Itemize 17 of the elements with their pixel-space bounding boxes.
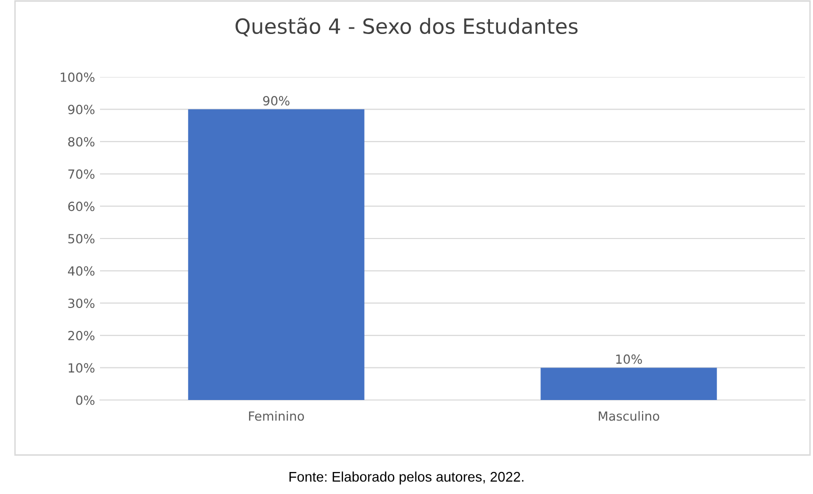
y-tick-label: 40% xyxy=(68,266,94,276)
y-tick-label: 60% xyxy=(68,202,94,212)
y-tick-label: 0% xyxy=(76,395,94,405)
data-label: 90% xyxy=(263,96,290,106)
y-tick-label: 50% xyxy=(68,234,94,244)
x-tick-label: Masculino xyxy=(598,411,660,421)
x-tick-label: Feminino xyxy=(249,411,304,421)
y-tick-label: 80% xyxy=(68,137,94,147)
chart-title: Questão 4 - Sexo dos Estudantes xyxy=(236,18,578,36)
source-note: Fonte: Elaborado pelos autores, 2022. xyxy=(290,472,524,484)
y-tick-label: 90% xyxy=(68,104,94,114)
y-tick-label: 20% xyxy=(68,330,94,340)
y-tick-label: 100% xyxy=(60,72,94,82)
y-tick-label: 70% xyxy=(68,169,94,179)
y-tick-label: 30% xyxy=(68,298,94,308)
data-label: 10% xyxy=(616,354,642,364)
y-tick-label: 10% xyxy=(68,363,94,373)
